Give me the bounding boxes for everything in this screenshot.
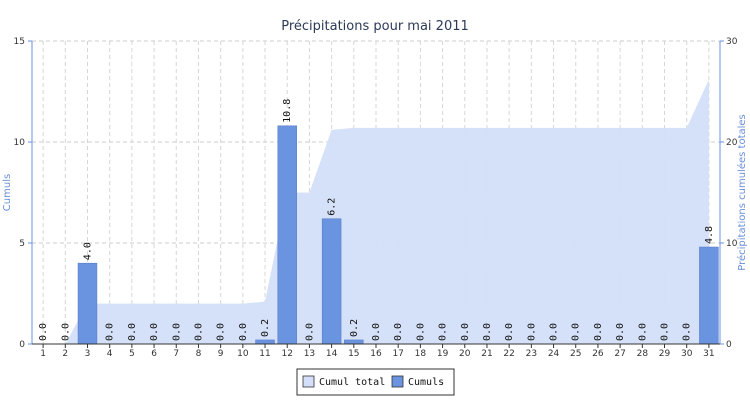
- data-label-day-17: 0.0: [393, 323, 404, 341]
- x-tick-label: 2: [62, 349, 68, 359]
- data-label-day-6: 0.0: [149, 323, 160, 341]
- x-tick-label: 19: [437, 349, 449, 359]
- data-label-day-7: 0.0: [171, 323, 182, 341]
- x-tick-label: 29: [659, 349, 671, 359]
- x-tick-label: 4: [107, 349, 113, 359]
- legend-label-cumul-total: Cumul total: [319, 377, 385, 388]
- bar-day-11: [255, 339, 275, 345]
- y2-tick-label: 10: [726, 239, 738, 249]
- cumul-total-area-layer: [43, 79, 709, 344]
- x-tick-label: 6: [151, 349, 157, 359]
- data-label-day-9: 0.0: [216, 323, 227, 341]
- data-label-day-8: 0.0: [193, 323, 204, 341]
- y-tick-label: 10: [14, 138, 26, 148]
- x-tick-label: 26: [592, 349, 604, 359]
- y-tick-label: 0: [19, 340, 25, 350]
- y2-tick-label: 30: [726, 37, 738, 47]
- data-label-day-16: 0.0: [371, 323, 382, 341]
- y-axis-title: Cumuls: [2, 174, 13, 211]
- x-tick-label: 13: [304, 349, 315, 359]
- legend-swatch-cumul-total: [302, 375, 315, 388]
- x-tick-label: 14: [326, 349, 338, 359]
- bar-day-14: [321, 218, 342, 345]
- data-label-day-30: 0.0: [682, 323, 693, 341]
- bar-day-31: [699, 246, 719, 345]
- data-label-day-27: 0.0: [615, 323, 626, 341]
- data-labels: 0.0 0.0 4.0 0.0 0.0 0.0 0.0 0.0 0.0 0.0 0.2 10.8 0.0…: [38, 99, 715, 341]
- data-label-day-4: 0.0: [105, 323, 116, 341]
- bar-day-15: [344, 339, 364, 345]
- x-tick-label: 3: [85, 349, 91, 359]
- y2-tick-label: 0: [726, 340, 732, 350]
- legend-swatch-cumuls: [391, 375, 404, 388]
- x-tick-label: 31: [703, 349, 714, 359]
- y-tick-label: 5: [19, 239, 25, 249]
- x-tick-label: 16: [370, 349, 382, 359]
- data-label-day-18: 0.0: [415, 323, 426, 341]
- data-label-day-15: 0.2: [349, 319, 360, 337]
- x-tick-label: 27: [614, 349, 625, 359]
- x-tick-label: 22: [503, 349, 514, 359]
- data-label-day-12: 10.8: [282, 99, 293, 123]
- data-label-day-31: 4.8: [704, 226, 715, 244]
- x-tick-label: 15: [348, 349, 359, 359]
- data-label-day-21: 0.0: [482, 323, 493, 341]
- x-tick-label: 18: [415, 349, 427, 359]
- cumul-total-area: [43, 79, 709, 344]
- data-label-day-2: 0.0: [60, 323, 71, 341]
- x-tick-label: 28: [637, 349, 649, 359]
- cumuls-bars-layer: [77, 125, 719, 345]
- data-label-day-11: 0.2: [260, 319, 271, 337]
- x-tick-label: 20: [459, 349, 471, 359]
- data-label-day-19: 0.0: [438, 323, 449, 341]
- x-tick-label: 23: [526, 349, 537, 359]
- data-label-day-24: 0.0: [549, 323, 560, 341]
- y2-axis-title: Précipitations cumulées totales: [736, 114, 748, 271]
- x-tick-label: 30: [681, 349, 693, 359]
- data-label-day-10: 0.0: [238, 323, 249, 341]
- x-tick-label: 21: [481, 349, 492, 359]
- data-label-day-23: 0.0: [526, 323, 537, 341]
- legend: Cumul total Cumuls: [296, 368, 455, 396]
- x-tick-label: 10: [237, 349, 249, 359]
- data-label-day-14: 6.2: [327, 198, 338, 216]
- bar-day-12: [277, 125, 297, 345]
- y-tick-label: 15: [14, 37, 25, 47]
- legend-label-cumuls: Cumuls: [408, 377, 444, 388]
- x-tick-label: 12: [281, 349, 292, 359]
- legend-box: [296, 368, 455, 396]
- data-label-day-3: 4.0: [82, 242, 93, 260]
- y2-tick-label: 20: [726, 138, 738, 148]
- x-tick-label: 24: [548, 349, 560, 359]
- data-label-day-22: 0.0: [504, 323, 515, 341]
- x-tick-label: 1: [40, 349, 46, 359]
- x-tick-label: 5: [129, 349, 135, 359]
- data-label-day-20: 0.0: [460, 323, 471, 341]
- x-tick-label: 25: [570, 349, 581, 359]
- chart-title: Précipitations pour mai 2011: [281, 19, 469, 34]
- data-label-day-29: 0.0: [660, 323, 671, 341]
- x-tick-label: 9: [218, 349, 224, 359]
- x-tick-label: 17: [392, 349, 403, 359]
- data-label-day-13: 0.0: [304, 323, 315, 341]
- x-tick-label: 7: [173, 349, 179, 359]
- data-label-day-26: 0.0: [593, 323, 604, 341]
- x-tick-label: 8: [196, 349, 202, 359]
- data-label-day-1: 0.0: [38, 323, 49, 341]
- data-label-day-25: 0.0: [571, 323, 582, 341]
- bar-day-3: [77, 262, 98, 345]
- data-label-day-28: 0.0: [637, 323, 648, 341]
- data-label-day-5: 0.0: [127, 323, 138, 341]
- x-tick-label: 11: [259, 349, 270, 359]
